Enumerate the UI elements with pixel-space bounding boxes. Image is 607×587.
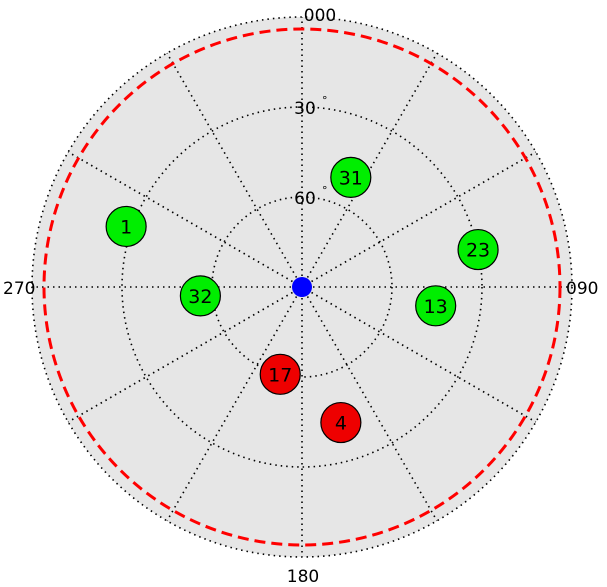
compass-south-label: 180	[287, 567, 319, 587]
receiver-position-marker	[292, 277, 312, 297]
satellite-marker[interactable]	[415, 285, 457, 327]
satellite-prn-label: 13	[424, 296, 448, 318]
azimuth-line-300	[67, 151, 303, 288]
elevation-label-60: 60	[294, 189, 316, 209]
satellite-marker[interactable]	[105, 205, 147, 248]
elevation-labels: 30 ° 60 °	[294, 94, 327, 209]
azimuth-line-210	[166, 286, 303, 522]
satellite-marker[interactable]	[457, 228, 499, 271]
satellite-prn-label: 31	[339, 167, 363, 189]
compass-east-label: 090	[566, 279, 598, 299]
satellite-prn-label: 1	[120, 216, 132, 238]
satellite-marker[interactable]	[330, 156, 372, 198]
satellite-prn-label: 4	[335, 413, 347, 435]
satellite-prn-label: 32	[188, 286, 212, 308]
azimuth-line-240	[67, 286, 303, 423]
satellite-17[interactable]: 17	[259, 353, 301, 395]
satellite-4[interactable]: 4	[320, 401, 362, 444]
azimuth-line-60	[301, 151, 537, 288]
azimuth-line-120	[301, 286, 537, 423]
satellite-prn-label: 17	[268, 364, 292, 386]
satellite-31[interactable]: 31	[330, 156, 372, 198]
satellite-23[interactable]: 23	[457, 228, 499, 271]
satellite-marker[interactable]	[320, 401, 362, 444]
elevation-azimuth-grid	[32, 17, 572, 557]
elevation-ring-30	[121, 106, 483, 468]
satellites: 31 1 23 13 32 17 4	[105, 156, 499, 444]
satellite-1[interactable]: 1	[105, 205, 147, 248]
azimuth-line-150	[301, 286, 438, 522]
elevation-ring-60	[211, 196, 393, 378]
azimuth-line-30	[301, 52, 438, 288]
satellite-marker[interactable]	[179, 275, 221, 317]
satellite-marker[interactable]	[259, 353, 301, 395]
degree-symbol: °	[322, 94, 328, 107]
satellite-prn-label: 23	[466, 240, 490, 262]
compass-north-label: 000	[304, 6, 336, 26]
satellite-32[interactable]: 32	[179, 275, 221, 317]
elevation-label-30: 30	[294, 99, 316, 119]
elevation-mask-circle	[42, 27, 562, 547]
degree-symbol: °	[322, 184, 328, 197]
compass-west-label: 270	[3, 279, 35, 299]
azimuth-line-330	[166, 52, 303, 288]
satellite-13[interactable]: 13	[415, 285, 457, 327]
